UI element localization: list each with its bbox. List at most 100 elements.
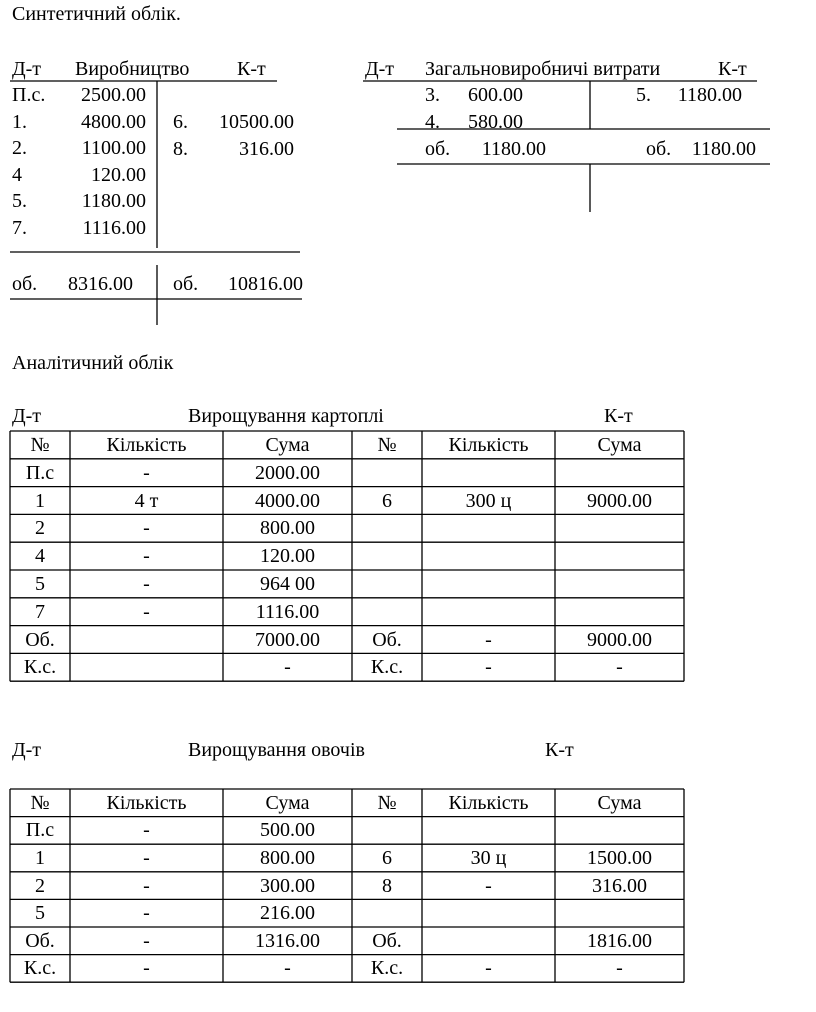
- cell: К.с.: [370, 957, 404, 980]
- entry-no: 4.: [425, 111, 440, 133]
- cell: 300 ц: [465, 489, 512, 512]
- cell: -: [143, 572, 150, 595]
- column-header: №: [30, 791, 50, 814]
- total: 1180.00: [691, 138, 756, 160]
- amount: 120.00: [91, 163, 146, 186]
- table-title: Вирощування картоплі: [188, 405, 384, 427]
- cell: 8: [382, 874, 392, 897]
- cell: 4 т: [134, 489, 159, 512]
- credit-label: К-т: [545, 739, 574, 761]
- column-header: Кількість: [448, 791, 529, 814]
- cell: 4000.00: [255, 489, 320, 512]
- debit-label: Д-т: [365, 58, 395, 80]
- cell: 5: [35, 572, 45, 595]
- cell: К.с.: [23, 656, 57, 679]
- cell: 7000.00: [255, 628, 320, 651]
- cell: 6: [382, 489, 392, 512]
- total-label: об.: [12, 273, 38, 295]
- cell: -: [143, 600, 150, 623]
- cell: -: [143, 902, 150, 925]
- total-label: об.: [646, 138, 672, 160]
- amount: 580.00: [468, 111, 523, 133]
- debit-label: Д-т: [12, 58, 42, 80]
- entry-no: 8.: [173, 138, 188, 160]
- cell: -: [284, 957, 291, 980]
- cell: П.с: [25, 819, 55, 842]
- cell: 30 ц: [470, 847, 507, 869]
- cell: П.с: [25, 461, 55, 484]
- amount: 1116.00: [82, 217, 146, 239]
- cell: Об.: [372, 929, 402, 952]
- cell: 4: [35, 545, 45, 568]
- cell: -: [616, 656, 623, 679]
- credit-label: К-т: [237, 58, 266, 80]
- cell: -: [143, 847, 150, 869]
- cell: -: [143, 461, 150, 484]
- total-label: об.: [173, 273, 199, 295]
- total: 10816.00: [228, 273, 303, 295]
- cell: К.с.: [23, 957, 57, 980]
- cell: -: [485, 628, 492, 651]
- heading: Аналітичний облік: [12, 352, 174, 374]
- cell: 316.00: [592, 874, 647, 897]
- amount: 10500.00: [219, 111, 294, 133]
- cell: 300.00: [260, 874, 315, 897]
- amount: 1180.00: [81, 190, 146, 213]
- column-header: №: [377, 433, 397, 456]
- total-label: об.: [425, 138, 451, 160]
- cell: 1: [35, 847, 45, 869]
- cell: 500.00: [260, 819, 315, 842]
- entry-no: 3.: [425, 84, 440, 106]
- cell: -: [616, 957, 623, 980]
- entry-no: П.с.: [12, 84, 46, 106]
- cell: 2000.00: [255, 461, 320, 484]
- cell: 9000.00: [587, 489, 652, 512]
- entry-no: 5.: [12, 190, 27, 213]
- column-header: Сума: [597, 791, 642, 814]
- account-name: Виробництво: [75, 58, 190, 80]
- cell: 964 00: [260, 572, 315, 595]
- cell: 6: [382, 847, 392, 869]
- column-header: Сума: [597, 433, 642, 456]
- cell: 1: [35, 489, 45, 512]
- cell: 9000.00: [587, 628, 652, 651]
- cell: -: [143, 819, 150, 842]
- table-title: Вирощування овочів: [188, 739, 365, 761]
- cell: 1816.00: [587, 929, 652, 952]
- cell: К.с.: [370, 656, 404, 679]
- entry-no: 6.: [173, 111, 188, 133]
- cell: -: [485, 957, 492, 980]
- cell: 2: [35, 517, 45, 540]
- cell: -: [143, 957, 150, 980]
- amount: 1180.00: [677, 84, 742, 106]
- cell: -: [485, 656, 492, 679]
- amount: 316.00: [239, 138, 294, 160]
- cell: Об.: [25, 929, 55, 952]
- cell: -: [143, 929, 150, 952]
- cell: 800.00: [260, 517, 315, 540]
- debit-label: Д-т: [12, 739, 42, 761]
- entry-no: 2.: [12, 137, 27, 160]
- cell: 1500.00: [587, 847, 652, 869]
- column-header: Кількість: [448, 433, 529, 456]
- cell: 800.00: [260, 847, 315, 869]
- heading: Синтетичний облік.: [12, 3, 181, 25]
- total: 1180.00: [481, 138, 546, 160]
- amount: 600.00: [468, 84, 523, 106]
- cell: 1316.00: [255, 929, 320, 952]
- column-header: №: [30, 433, 50, 456]
- cell: -: [485, 874, 492, 897]
- cell: -: [143, 874, 150, 897]
- column-header: Сума: [265, 433, 310, 456]
- column-header: №: [377, 791, 397, 814]
- entry-no: 7.: [12, 217, 27, 239]
- entry-no: 4: [12, 163, 22, 186]
- column-header: Сума: [265, 791, 310, 814]
- cell: 216.00: [260, 902, 315, 925]
- cell: Об.: [25, 628, 55, 651]
- amount: 4800.00: [81, 110, 146, 133]
- cell: -: [143, 517, 150, 540]
- total: 8316.00: [68, 273, 133, 295]
